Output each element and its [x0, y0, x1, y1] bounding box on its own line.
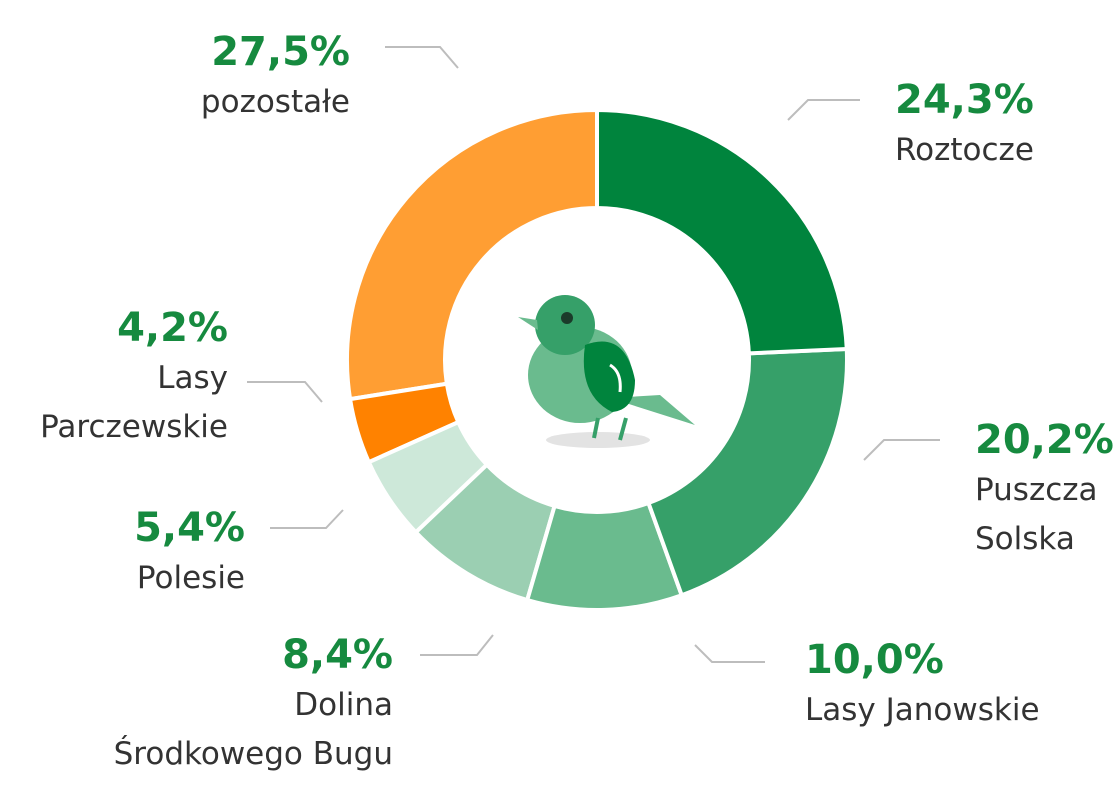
donut-segment [413, 461, 558, 603]
donut-segment [595, 107, 849, 356]
leader-line [385, 46, 459, 69]
leader-line [787, 99, 860, 121]
leader-line [863, 439, 940, 461]
category-label: pozostałe [200, 84, 350, 120]
category-label: Roztocze [895, 132, 1034, 168]
bird-icon [518, 295, 695, 448]
donut-segment [645, 346, 849, 598]
category-label: Dolina Środkowego Bugu [113, 687, 393, 772]
category-label: Puszcza Solska [975, 472, 1098, 557]
value-label: 27,5% [211, 29, 350, 75]
donut-segment [366, 419, 490, 536]
leader-line [420, 634, 494, 656]
donut-segment [524, 500, 685, 612]
value-label: 24,3% [895, 77, 1034, 123]
donut-segment [345, 107, 599, 402]
value-label: 5,4% [134, 505, 245, 551]
value-label: 4,2% [117, 305, 228, 351]
donut-segment [347, 381, 461, 465]
value-label: 10,0% [805, 637, 944, 683]
leader-line [247, 381, 323, 403]
category-label: Polesie [136, 560, 245, 596]
value-label: 8,4% [282, 632, 393, 678]
category-label: Lasy Parczewskie [40, 360, 228, 445]
leader-line [694, 644, 765, 663]
category-label: Lasy Janowskie [805, 692, 1040, 728]
value-label: 20,2% [975, 417, 1114, 463]
leader-line [270, 509, 344, 529]
